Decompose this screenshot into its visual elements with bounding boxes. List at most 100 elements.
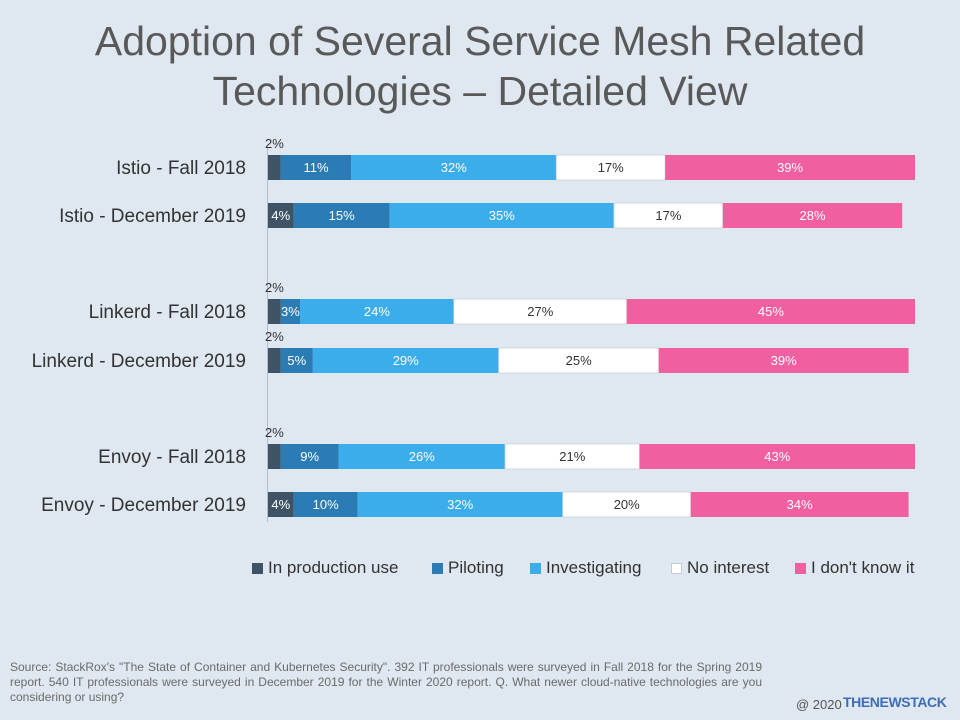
legend-label: I don't know it [811,558,915,577]
bar-segment-piloting [280,348,313,373]
data-label-unit: % [288,304,300,319]
data-label-value: 34 [787,497,801,512]
data-label: 43% [764,449,790,464]
bar-segment-in-production-use [268,444,281,469]
data-label-value: 45 [758,304,772,319]
data-label: 2% [265,329,284,344]
bar-segment-investigating [300,299,454,324]
data-label: 15% [329,208,355,223]
data-label: 39% [771,353,797,368]
bar-segment-investigating [357,492,563,517]
data-label-unit: % [612,160,624,175]
data-label-unit: % [307,449,319,464]
legend-swatch [432,562,443,574]
data-label: 24% [364,304,390,319]
data-label: 32% [447,497,473,512]
data-label: 29% [393,353,419,368]
data-label: 2% [265,280,284,295]
category-label: Istio - Fall 2018 [116,158,246,179]
category-label: Envoy - December 2019 [41,495,246,516]
data-label-value: 27 [527,304,541,319]
data-label-value: 25 [566,353,580,368]
bar-segment-no-interest [504,443,640,470]
bar-segment-i-don-t-know-it [665,155,915,180]
data-label-unit: % [792,160,804,175]
bar-segment-i-don-t-know-it [690,492,909,517]
data-label-unit: % [580,353,592,368]
bar-segment-no-interest [498,347,660,374]
source-note: Source: StackRox's "The State of Contain… [10,660,762,704]
data-label-unit: % [801,497,813,512]
bar-row-envoy-december-2019: Envoy - December 2019 4% 10% 32% 20% 34% [41,491,909,518]
data-label-unit: % [785,353,797,368]
data-label-unit: % [407,353,419,368]
legend-label: No interest [687,558,770,577]
data-label-value: 3 [281,304,288,319]
data-label: 39% [777,160,803,175]
bar-segment-i-don-t-know-it [658,348,909,373]
data-label-value: 10 [313,497,327,512]
bar-row-istio-december-2019: Istio - December 2019 4% 15% 35% 17% 28% [59,202,903,229]
category-label: Istio - December 2019 [59,206,246,227]
legend-swatch [530,562,541,574]
data-label-value: 2 [265,136,272,151]
data-label-unit: % [272,280,284,295]
bar-segment-piloting [280,444,339,469]
data-label-value: 4 [271,208,278,223]
bar-segment-investigating [312,348,499,373]
data-label-value: 32 [441,160,455,175]
data-label-unit: % [503,208,515,223]
data-label: 3% [281,304,300,319]
chart-title: Adoption of Several Service Mesh Related… [94,18,866,114]
data-label-value: 29 [393,353,407,368]
data-label-unit: % [279,208,291,223]
data-label: 28% [799,208,825,223]
copyright-text: @ 2020 [796,697,842,712]
bar-segment-piloting [293,203,390,228]
legend-label: Investigating [546,558,642,577]
data-label-value: 43 [764,449,778,464]
data-label: 21% [559,449,585,464]
bar-segment-piloting [280,299,301,324]
data-label-value: 20 [614,497,628,512]
data-label-value: 21 [559,449,573,464]
data-label-value: 2 [265,425,272,440]
data-label: 34% [787,497,813,512]
data-label: 32% [441,160,467,175]
data-label-value: 39 [777,160,791,175]
data-label-unit: % [317,160,329,175]
data-label-unit: % [272,136,284,151]
bar-segment-investigating [351,155,557,180]
data-label-unit: % [814,208,826,223]
data-label: 2% [265,425,284,440]
data-label-unit: % [272,329,284,344]
bar-segment-no-interest [562,491,692,518]
data-label: 5% [287,353,306,368]
data-label: 26% [409,449,435,464]
bar-segment-piloting [280,155,352,180]
data-label-unit: % [272,425,284,440]
data-label-value: 2 [265,329,272,344]
data-label-unit: % [295,353,307,368]
data-label: 10% [313,497,339,512]
data-label-unit: % [378,304,390,319]
data-label-value: 11 [304,160,318,175]
data-label: 45% [758,304,784,319]
data-label-value: 35 [489,208,503,223]
legend-swatch [795,562,806,574]
data-label-value: 24 [364,304,378,319]
data-label-value: 28 [799,208,813,223]
bar-segment-investigating [389,203,614,228]
bar-segment-piloting [293,492,358,517]
data-label-value: 4 [271,497,278,512]
data-label-unit: % [670,208,682,223]
data-label-value: 9 [300,449,307,464]
category-label: Linkerd - Fall 2018 [89,302,246,323]
legend-item-i-dont-know-it: I don't know it [795,557,914,579]
data-label: 4% [271,208,290,223]
bar-segment-in-production-use [268,492,294,517]
